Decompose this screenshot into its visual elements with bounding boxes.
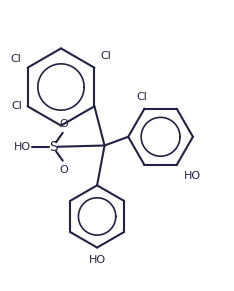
Text: S: S xyxy=(49,140,58,154)
Text: Cl: Cl xyxy=(136,92,147,102)
Text: Cl: Cl xyxy=(12,101,23,111)
Text: Cl: Cl xyxy=(11,54,21,64)
Text: O: O xyxy=(60,165,68,175)
Text: Cl: Cl xyxy=(101,52,112,61)
Text: HO: HO xyxy=(88,255,106,265)
Text: HO: HO xyxy=(14,142,31,152)
Text: HO: HO xyxy=(184,171,201,181)
Text: O: O xyxy=(60,118,68,129)
